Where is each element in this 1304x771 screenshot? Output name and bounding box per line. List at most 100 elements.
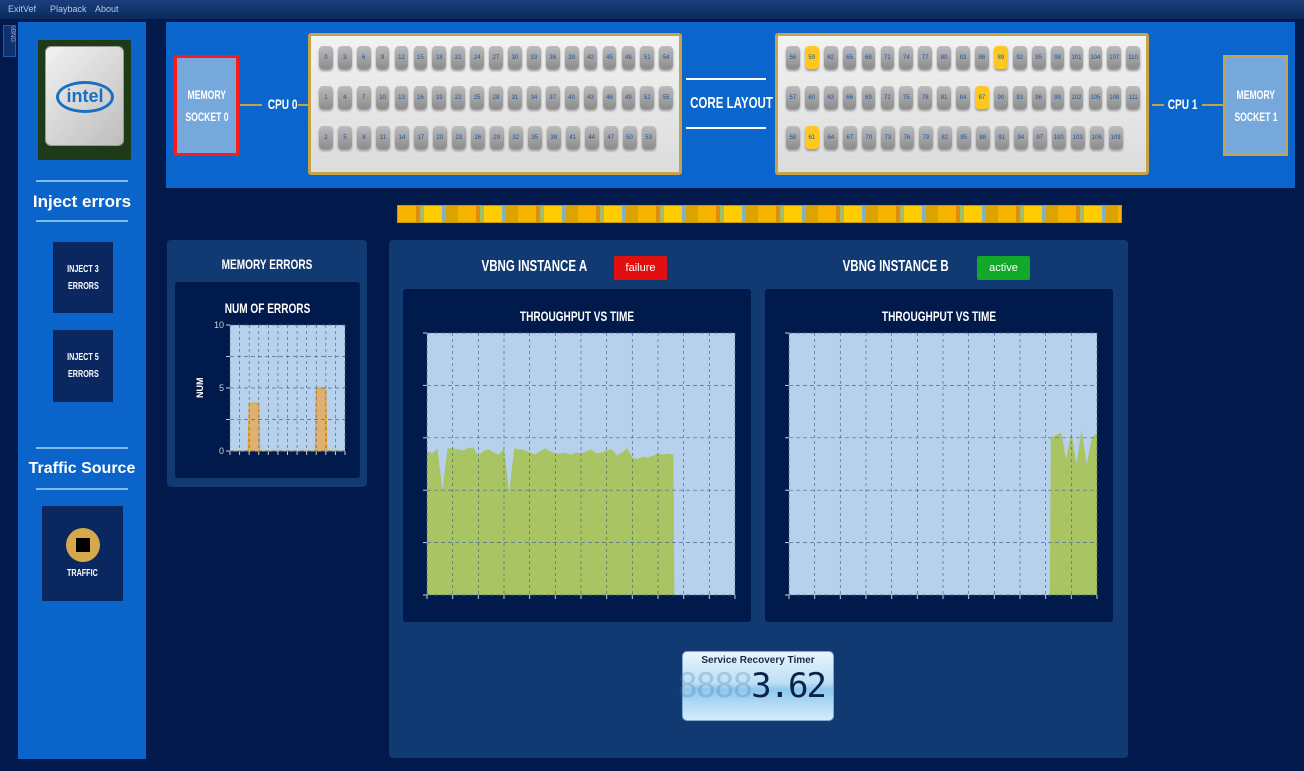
- core-86[interactable]: 86: [975, 46, 989, 69]
- inject-5-errors-button[interactable]: INJECT 5 ERRORS: [53, 330, 113, 402]
- core-106[interactable]: 106: [1089, 126, 1104, 149]
- inject-3-errors-button[interactable]: INJECT 3 ERRORS: [53, 242, 113, 313]
- core-108[interactable]: 108: [1107, 86, 1122, 109]
- core-98[interactable]: 98: [1050, 46, 1065, 69]
- core-33[interactable]: 33: [526, 46, 541, 69]
- core-4[interactable]: 4: [337, 86, 352, 109]
- core-30[interactable]: 30: [508, 46, 522, 69]
- core-64[interactable]: 64: [823, 126, 838, 149]
- core-46[interactable]: 46: [602, 86, 617, 109]
- core-96[interactable]: 96: [1031, 86, 1046, 109]
- core-34[interactable]: 34: [526, 86, 541, 109]
- core-83[interactable]: 83: [956, 46, 970, 69]
- core-25[interactable]: 25: [470, 86, 484, 109]
- core-67[interactable]: 67: [842, 126, 857, 149]
- core-107[interactable]: 107: [1107, 46, 1122, 69]
- core-73[interactable]: 73: [880, 126, 895, 149]
- core-82[interactable]: 82: [937, 126, 952, 149]
- core-102[interactable]: 102: [1069, 86, 1084, 109]
- core-95[interactable]: 95: [1031, 46, 1046, 69]
- core-110[interactable]: 110: [1126, 46, 1141, 69]
- core-93[interactable]: 93: [1012, 86, 1027, 109]
- core-10[interactable]: 10: [375, 86, 390, 109]
- core-55[interactable]: 55: [659, 86, 674, 109]
- core-39[interactable]: 39: [564, 46, 579, 69]
- core-91[interactable]: 91: [994, 126, 1009, 149]
- core-58[interactable]: 58: [786, 126, 800, 149]
- core-49[interactable]: 49: [621, 86, 636, 109]
- core-109[interactable]: 109: [1108, 126, 1123, 149]
- core-56[interactable]: 56: [786, 46, 800, 69]
- core-105[interactable]: 105: [1088, 86, 1103, 109]
- core-9[interactable]: 9: [375, 46, 390, 69]
- core-42[interactable]: 42: [583, 46, 598, 69]
- core-16[interactable]: 16: [413, 86, 428, 109]
- core-13[interactable]: 13: [394, 86, 409, 109]
- core-3[interactable]: 3: [337, 46, 352, 69]
- core-72[interactable]: 72: [880, 86, 895, 109]
- core-101[interactable]: 101: [1069, 46, 1084, 69]
- core-76[interactable]: 76: [899, 126, 914, 149]
- core-94[interactable]: 94: [1013, 126, 1028, 149]
- core-89[interactable]: 89: [993, 46, 1008, 69]
- core-88[interactable]: 88: [975, 126, 990, 149]
- core-38[interactable]: 38: [546, 126, 561, 149]
- core-50[interactable]: 50: [622, 126, 637, 149]
- core-23[interactable]: 23: [451, 126, 466, 149]
- core-84[interactable]: 84: [956, 86, 970, 109]
- core-1[interactable]: 1: [319, 86, 333, 109]
- side-tab[interactable]: vBNG: [3, 25, 16, 57]
- core-43[interactable]: 43: [583, 86, 598, 109]
- core-59[interactable]: 59: [804, 46, 819, 69]
- core-15[interactable]: 15: [413, 46, 428, 69]
- memory-socket-1[interactable]: MEMORY SOCKET 1: [1223, 55, 1288, 156]
- core-53[interactable]: 53: [641, 126, 656, 149]
- menu-playback[interactable]: Playback: [50, 4, 87, 14]
- core-41[interactable]: 41: [565, 126, 580, 149]
- core-36[interactable]: 36: [545, 46, 560, 69]
- core-2[interactable]: 2: [319, 126, 333, 149]
- core-12[interactable]: 12: [394, 46, 409, 69]
- core-26[interactable]: 26: [470, 126, 485, 149]
- core-70[interactable]: 70: [861, 126, 876, 149]
- core-54[interactable]: 54: [659, 46, 674, 69]
- core-63[interactable]: 63: [823, 86, 838, 109]
- core-7[interactable]: 7: [356, 86, 371, 109]
- core-81[interactable]: 81: [937, 86, 951, 109]
- core-75[interactable]: 75: [899, 86, 914, 109]
- core-99[interactable]: 99: [1050, 86, 1065, 109]
- core-92[interactable]: 92: [1012, 46, 1027, 69]
- core-77[interactable]: 77: [918, 46, 933, 69]
- core-79[interactable]: 79: [918, 126, 933, 149]
- core-37[interactable]: 37: [545, 86, 560, 109]
- core-52[interactable]: 52: [640, 86, 655, 109]
- core-71[interactable]: 71: [880, 46, 895, 69]
- core-104[interactable]: 104: [1088, 46, 1103, 69]
- core-51[interactable]: 51: [640, 46, 655, 69]
- core-74[interactable]: 74: [899, 46, 914, 69]
- core-103[interactable]: 103: [1070, 126, 1085, 149]
- core-31[interactable]: 31: [508, 86, 522, 109]
- core-35[interactable]: 35: [527, 126, 542, 149]
- menu-about[interactable]: About: [95, 4, 119, 14]
- core-32[interactable]: 32: [508, 126, 523, 149]
- core-20[interactable]: 20: [432, 126, 447, 149]
- core-17[interactable]: 17: [413, 126, 428, 149]
- memory-socket-0[interactable]: MEMORY SOCKET 0: [174, 55, 239, 156]
- core-14[interactable]: 14: [394, 126, 409, 149]
- core-62[interactable]: 62: [823, 46, 838, 69]
- core-48[interactable]: 48: [621, 46, 636, 69]
- core-85[interactable]: 85: [956, 126, 971, 149]
- core-65[interactable]: 65: [842, 46, 857, 69]
- core-45[interactable]: 45: [602, 46, 617, 69]
- core-90[interactable]: 90: [993, 86, 1008, 109]
- core-68[interactable]: 68: [861, 46, 876, 69]
- core-100[interactable]: 100: [1051, 126, 1066, 149]
- core-27[interactable]: 27: [489, 46, 503, 69]
- core-28[interactable]: 28: [489, 86, 503, 109]
- menu-exit[interactable]: ExitVef: [8, 4, 37, 14]
- core-97[interactable]: 97: [1032, 126, 1047, 149]
- core-21[interactable]: 21: [451, 46, 466, 69]
- core-57[interactable]: 57: [786, 86, 800, 109]
- core-66[interactable]: 66: [842, 86, 857, 109]
